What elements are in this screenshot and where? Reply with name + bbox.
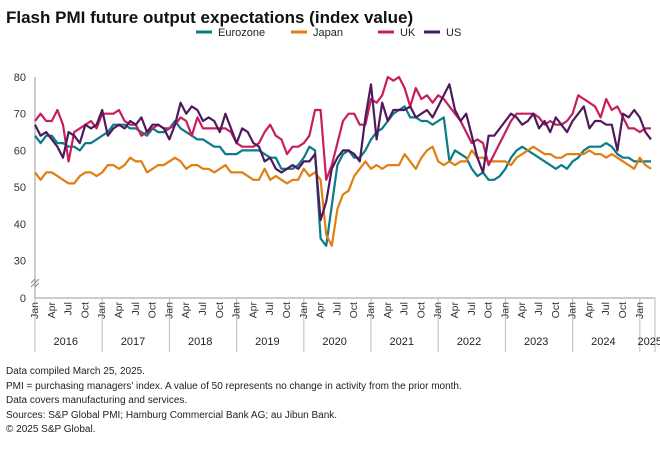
x-tick-label: Apr — [247, 302, 259, 319]
y-tick-label: 30 — [14, 256, 26, 268]
x-tick-label: Apr — [180, 302, 192, 319]
x-tick-label: Oct — [348, 302, 360, 318]
note-copyright: © 2025 S&P Global. — [6, 424, 96, 435]
note-coverage: Data covers manufacturing and services. — [6, 395, 188, 406]
x-tick-label: Apr — [46, 302, 58, 319]
x-tick-label: Oct — [147, 302, 159, 318]
x-tick-label: Jan — [96, 302, 108, 319]
x-tick-label: Jul — [264, 302, 276, 315]
series-line-eurozone — [34, 105, 651, 247]
x-tick-label: Oct — [617, 302, 629, 318]
x-tick-label: Apr — [113, 302, 125, 319]
y-tick-label: 60 — [14, 145, 26, 157]
x-tick-label: Apr — [583, 302, 595, 319]
series-line-uk — [34, 75, 651, 181]
year-label: 2023 — [524, 336, 548, 348]
year-label: 2024 — [591, 336, 615, 348]
year-label: 2025 — [638, 336, 660, 348]
x-tick-label: Oct — [79, 302, 91, 318]
year-label: 2017 — [121, 336, 145, 348]
x-tick-label: Jul — [466, 302, 478, 315]
y-tick-label: 40 — [14, 219, 26, 231]
footnotes: Data compiled March 25, 2025. PMI = purc… — [6, 365, 462, 438]
x-tick-label: Jan — [634, 302, 646, 319]
x-tick-label: Jul — [63, 302, 75, 315]
legend-label: US — [446, 27, 461, 39]
x-tick-label: Jul — [533, 302, 545, 315]
series-line-japan — [34, 145, 652, 247]
y-tick-label: 70 — [14, 109, 26, 121]
y-tick-label: 50 — [14, 182, 26, 194]
note-sources: Sources: S&P Global PMI; Hamburg Commerc… — [6, 409, 338, 421]
year-label: 2016 — [54, 336, 78, 348]
note-compiled: Data compiled March 25, 2025. — [6, 366, 145, 377]
x-tick-label: Apr — [382, 302, 394, 319]
year-label: 2020 — [322, 336, 346, 348]
x-tick-label: Oct — [483, 302, 495, 318]
chart-title: Flash PMI future output expectations (in… — [6, 8, 414, 27]
year-label: 2022 — [457, 336, 481, 348]
x-tick-label: Oct — [281, 302, 293, 318]
x-tick-label: Jan — [432, 302, 444, 319]
x-tick-label: Jan — [298, 302, 310, 319]
y-tick-label: 0 — [20, 293, 26, 305]
x-tick-label: Jul — [130, 302, 142, 315]
y-tick-label: 80 — [14, 72, 26, 84]
x-tick-label: Jan — [231, 302, 243, 319]
x-tick-label: Jul — [600, 302, 612, 315]
legend-label: Eurozone — [218, 27, 265, 39]
year-label: 2021 — [390, 336, 414, 348]
x-tick-label: Jan — [567, 302, 579, 319]
x-tick-label: Oct — [415, 302, 427, 318]
x-tick-label: Oct — [214, 302, 226, 318]
line-chart: 0 30 40 50 60 70 80 Jan Apr Jul Oct Jan Apr Jul Oct Jan… — [14, 27, 660, 352]
axis-break-icon — [30, 277, 40, 289]
x-tick-label: Jan — [365, 302, 377, 319]
x-tick-label: Jan — [499, 302, 511, 319]
note-definition: PMI = purchasing managers' index. A valu… — [6, 380, 462, 392]
year-label: 2018 — [188, 336, 212, 348]
x-tick-label: Apr — [315, 302, 327, 319]
x-tick-label: Jan — [29, 302, 41, 319]
x-tick-label: Jul — [331, 302, 343, 315]
year-label: 2019 — [255, 336, 279, 348]
x-tick-label: Apr — [449, 302, 461, 319]
legend-label: Japan — [313, 27, 343, 39]
legend-label: UK — [400, 27, 416, 39]
x-tick-label: Jul — [197, 302, 209, 315]
x-tick-label: Oct — [550, 302, 562, 318]
x-tick-label: Apr — [516, 302, 528, 319]
x-tick-label: Jan — [163, 302, 175, 319]
series-line-us — [34, 83, 652, 222]
x-tick-label: Jul — [399, 302, 411, 315]
